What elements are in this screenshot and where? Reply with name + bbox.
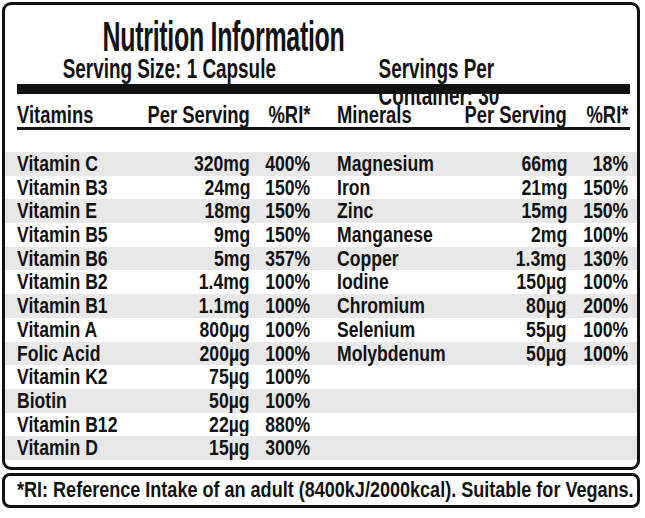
vitamin-amount: 1.1mg [199,294,250,318]
table-row: Vitamin B2 1.4mg 100% Iodine 150µg 100% [5,270,637,294]
mineral-amount: 15mg [521,199,567,223]
vitamin-amount: 5mg [214,247,250,271]
vitamin-ri: 150% [265,199,310,223]
mineral-ri: 130% [583,247,628,271]
mineral-ri: 100% [583,223,628,247]
vitamin-ri: 100% [265,389,310,413]
vitamin-ri: 100% [265,294,310,318]
mineral-ri: 200% [583,294,628,318]
vitamin-name: Vitamin A [17,318,97,342]
mineral-amount: 55µg [527,318,567,342]
vitamin-name: Vitamin E [17,199,97,223]
nutrition-label: Nutrition Information Serving Size: 1 Ca… [2,2,640,470]
vitamin-name: Vitamin B1 [17,294,108,318]
vitamin-ri: 100% [265,342,310,366]
table-header-row: Vitamins Per Serving %RI* Minerals Per S… [5,102,637,128]
vitamin-ri: 357% [265,247,310,271]
vitamin-ri: 150% [265,176,310,200]
column-header-ri: %RI* [268,102,310,128]
vitamin-amount: 800µg [200,318,250,342]
mineral-amount: 66mg [521,152,567,176]
mineral-name: Molybdenum [337,342,446,366]
table-row: Vitamin B6 5mg 357% Copper 1.3mg 130% [5,247,637,271]
vitamin-name: Vitamin B5 [17,223,108,247]
column-header-per-serving-minerals: Per Serving [465,102,567,128]
mineral-name: Manganese [337,223,433,247]
vitamin-name: Vitamin B2 [17,270,108,294]
mineral-name: Copper [337,247,399,271]
table-row: Vitamin B3 24mg 150% Iron 21mg 150% [5,176,637,200]
vitamin-name: Vitamin K2 [17,365,108,389]
footnote-box: *RI: Reference Intake of an adult (8400k… [2,473,640,508]
table-row: Vitamin A 800µg 100% Selenium 55µg 100% [5,318,637,342]
mineral-ri: 18% [593,152,628,176]
mineral-name: Selenium [337,318,415,342]
table-rows: Vitamin C 320mg 400% Magnesium 66mg 18% … [5,152,637,460]
table-row: Vitamin B12 22µg 880% [5,413,637,437]
mineral-name: Iron [337,176,370,200]
table-row: Biotin 50µg 100% [5,389,637,413]
table-row: Vitamin E 18mg 150% Zinc 15mg 150% [5,199,637,223]
vitamin-ri: 400% [265,152,310,176]
mineral-ri: 100% [583,342,628,366]
mineral-ri: 100% [583,270,628,294]
vitamin-ri: 100% [265,270,310,294]
mineral-amount: 21mg [521,176,567,200]
column-header-per-serving: Per Serving [148,102,250,128]
mineral-ri: 150% [583,176,628,200]
mineral-amount: 80µg [527,294,567,318]
vitamin-ri: 100% [265,365,310,389]
table-row: Vitamin C 320mg 400% Magnesium 66mg 18% [5,152,637,176]
page-title: Nutrition Information [103,16,345,56]
vitamin-name: Vitamin B12 [17,413,117,437]
vitamin-amount: 50µg [210,389,250,413]
vitamin-name: Vitamin D [17,436,98,460]
vitamin-amount: 18mg [204,199,250,223]
serving-size-text: Serving Size: 1 Capsule [63,56,276,83]
mineral-amount: 150µg [517,270,567,294]
vitamin-amount: 200µg [200,342,250,366]
vitamin-amount: 22µg [210,413,250,437]
mineral-name: Magnesium [337,152,434,176]
vitamin-name: Biotin [17,389,67,413]
mineral-ri: 100% [583,318,628,342]
mineral-amount: 1.3mg [516,247,567,271]
vitamin-ri: 150% [265,223,310,247]
vitamin-amount: 75µg [210,365,250,389]
vitamin-amount: 24mg [204,176,250,200]
vitamin-ri: 100% [265,318,310,342]
vitamin-name: Vitamin C [17,152,98,176]
table-row: Vitamin K2 75µg 100% [5,365,637,389]
footnote-text: *RI: Reference Intake of an adult (8400k… [17,476,634,504]
table-row: Folic Acid 200µg 100% Molybdenum 50µg 10… [5,342,637,366]
divider-thick [17,84,630,94]
vitamin-amount: 320mg [194,152,250,176]
vitamin-ri: 300% [265,436,310,460]
vitamin-amount: 1.4mg [199,270,250,294]
vitamin-name: Folic Acid [17,342,100,366]
column-header-minerals: Minerals [337,102,412,128]
table-row: Vitamin B1 1.1mg 100% Chromium 80µg 200% [5,294,637,318]
divider-thin [17,127,630,130]
vitamin-name: Vitamin B6 [17,247,108,271]
vitamin-name: Vitamin B3 [17,176,108,200]
table-row: Vitamin D 15µg 300% [5,436,637,460]
mineral-amount: 50µg [527,342,567,366]
vitamin-amount: 9mg [214,223,250,247]
mineral-name: Chromium [337,294,425,318]
vitamin-ri: 880% [265,413,310,437]
table-row: Vitamin B5 9mg 150% Manganese 2mg 100% [5,223,637,247]
mineral-name: Zinc [337,199,373,223]
mineral-ri: 150% [583,199,628,223]
mineral-name: Iodine [337,270,389,294]
column-header-vitamins: Vitamins [17,102,93,128]
column-header-ri-minerals: %RI* [586,102,628,128]
mineral-amount: 2mg [531,223,567,247]
vitamin-amount: 15µg [210,436,250,460]
